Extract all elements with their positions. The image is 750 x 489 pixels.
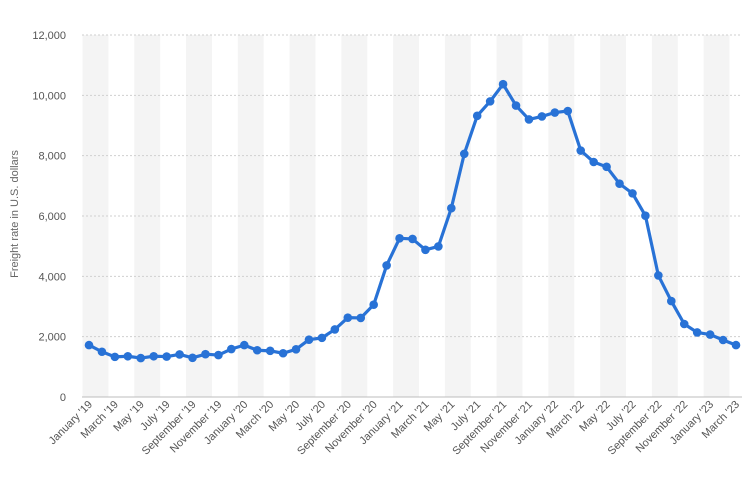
data-point[interactable] [239, 340, 249, 350]
data-point[interactable] [641, 211, 650, 220]
shaded-band [651, 35, 678, 397]
data-point[interactable] [459, 149, 469, 159]
data-point[interactable] [97, 347, 107, 357]
data-point[interactable] [576, 146, 586, 155]
data-point[interactable] [589, 157, 598, 167]
data-point[interactable] [408, 234, 417, 244]
data-point[interactable] [265, 346, 275, 356]
data-point[interactable] [110, 352, 120, 362]
data-point[interactable] [667, 296, 676, 306]
data-point[interactable] [201, 349, 210, 359]
data-point[interactable] [84, 340, 94, 350]
data-point[interactable] [395, 234, 404, 243]
shaded-band [548, 35, 575, 397]
data-point[interactable] [731, 340, 741, 350]
data-point[interactable] [343, 313, 353, 322]
shaded-band [600, 35, 627, 397]
data-point[interactable] [356, 313, 366, 323]
data-point[interactable] [550, 108, 560, 117]
series-freight-rate [84, 79, 741, 363]
y-tick-label: 4,000 [38, 271, 66, 283]
y-tick-label: 10,000 [32, 90, 66, 102]
data-point[interactable] [214, 350, 223, 360]
y-axis-tick-labels: 0 2,000 4,000 6,000 8,000 10,000 12,000 [32, 30, 66, 404]
data-point[interactable] [162, 352, 171, 361]
data-point[interactable] [382, 261, 391, 270]
data-point[interactable] [136, 353, 146, 363]
data-point[interactable] [628, 189, 637, 198]
data-point[interactable] [654, 271, 663, 280]
data-point[interactable] [615, 179, 624, 189]
data-point[interactable] [304, 335, 314, 344]
data-point[interactable] [149, 351, 158, 361]
data-point[interactable] [563, 106, 573, 116]
y-tick-label: 12,000 [32, 30, 66, 42]
y-tick-label: 6,000 [38, 211, 66, 223]
data-point[interactable] [472, 111, 482, 121]
data-point[interactable] [369, 300, 378, 309]
data-point[interactable] [175, 350, 184, 359]
data-point[interactable] [317, 333, 327, 343]
data-point[interactable] [434, 242, 443, 251]
y-tick-label: 2,000 [38, 332, 66, 344]
y-axis-title: Freight rate in U.S. dollars [9, 150, 21, 278]
y-tick-label: 0 [60, 392, 66, 404]
data-point[interactable] [330, 325, 340, 334]
y-tick-label: 8,000 [38, 151, 66, 163]
data-point[interactable] [498, 79, 508, 89]
data-point[interactable] [123, 351, 133, 361]
data-point[interactable] [537, 112, 547, 121]
data-point[interactable] [705, 330, 715, 339]
data-point[interactable] [602, 162, 611, 172]
horizontal-gridlines [82, 34, 742, 338]
data-point[interactable] [227, 344, 236, 354]
data-point[interactable] [524, 115, 534, 124]
data-point[interactable] [718, 335, 728, 345]
data-point[interactable] [447, 203, 456, 213]
data-point[interactable] [421, 245, 430, 255]
data-point[interactable] [278, 348, 288, 358]
data-point[interactable] [252, 345, 262, 355]
data-point[interactable] [511, 101, 521, 110]
data-point[interactable] [291, 345, 301, 354]
data-point[interactable] [188, 353, 197, 363]
data-point[interactable] [485, 97, 495, 106]
data-point[interactable] [692, 328, 702, 337]
data-point[interactable] [679, 319, 689, 329]
